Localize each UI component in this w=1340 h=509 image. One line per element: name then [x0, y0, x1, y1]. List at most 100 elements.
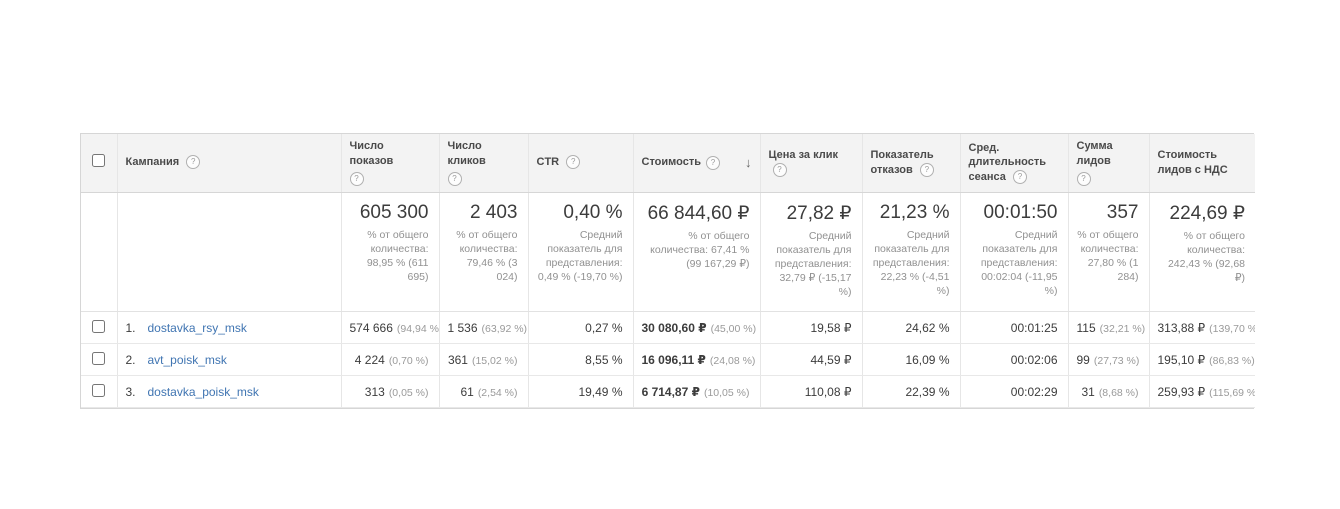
- percent-of-total: (0,05 %): [388, 386, 429, 399]
- row-index: 3.: [125, 384, 136, 399]
- row-index: 1.: [125, 320, 136, 335]
- value: 1 536: [447, 320, 478, 335]
- value: 19,49 %: [578, 384, 623, 399]
- campaign-cell: 2. avt_poisk_msk: [116, 343, 341, 377]
- header-row: Кампания ? Число показов ? Число кликов …: [81, 134, 1255, 193]
- column-label: Стоимость: [641, 156, 702, 169]
- select-all-checkbox[interactable]: [92, 153, 106, 167]
- percent-of-total: (15,02 %): [471, 354, 518, 367]
- campaign-link[interactable]: dostavka_rsy_msk: [147, 320, 247, 335]
- cost-cell: 16 096,11 ₽ (24,08 %): [632, 343, 760, 377]
- impressions-cell: 313 (0,05 %): [340, 375, 439, 409]
- percent-of-total: (10,05 %): [703, 386, 750, 399]
- campaign-cell: 3. dostavka_poisk_msk: [116, 375, 341, 409]
- value: 110,08 ₽: [804, 384, 852, 399]
- summary-ctr: 0,40 % Средний показатель для представле…: [527, 192, 633, 313]
- summary-value: 66 844,60 ₽: [647, 202, 750, 224]
- summary-lead-cost: 224,69 ₽ % от общего количества: 242,43 …: [1148, 192, 1255, 313]
- summary-subtext: Средний показатель для представления: 32…: [774, 229, 852, 299]
- column-header-leads[interactable]: Сумма лидов ?: [1067, 134, 1149, 193]
- select-all-cell: [81, 134, 117, 193]
- percent-of-total: (63,92 %): [481, 322, 528, 335]
- summary-subtext: % от общего количества: 242,43 % (92,68 …: [1167, 229, 1245, 285]
- campaign-link[interactable]: avt_poisk_msk: [147, 352, 227, 367]
- column-label: Число кликов: [447, 140, 486, 167]
- help-icon[interactable]: ?: [186, 155, 201, 170]
- help-icon[interactable]: ?: [919, 162, 934, 177]
- help-icon[interactable]: ?: [566, 155, 581, 170]
- row-checkbox-cell: [81, 311, 117, 345]
- value: 195,10 ₽: [1157, 352, 1206, 367]
- summary-cpc: 27,82 ₽ Средний показатель для представл…: [759, 192, 862, 313]
- column-header-clicks[interactable]: Число кликов ?: [438, 134, 528, 193]
- value: 00:02:06: [1010, 352, 1058, 367]
- help-icon[interactable]: ?: [772, 162, 787, 177]
- cpc-cell: 19,58 ₽: [759, 311, 862, 345]
- value: 16 096,11 ₽: [641, 352, 706, 367]
- value: 361: [447, 352, 468, 367]
- summary-value: 605 300: [359, 201, 429, 223]
- help-icon[interactable]: ?: [349, 171, 364, 186]
- table-row: 3. dostavka_poisk_msk 313 (0,05 %) 61 (2,5…: [81, 375, 1255, 409]
- clicks-cell: 361 (15,02 %): [438, 343, 528, 377]
- percent-of-total: (86,83 %): [1209, 354, 1255, 367]
- row-checkbox-cell: [81, 343, 117, 377]
- column-header-campaign[interactable]: Кампания ?: [116, 134, 341, 193]
- bounce-rate-cell: 24,62 %: [861, 311, 960, 345]
- percent-of-total: (32,21 %): [1099, 322, 1146, 335]
- ctr-cell: 8,55 %: [527, 343, 633, 377]
- percent-of-total: (45,00 %): [710, 322, 757, 335]
- summary-row: 605 300 % от общего количества: 98,95 % …: [81, 192, 1255, 313]
- summary-bounce-rate: 21,23 % Средний показатель для представл…: [861, 192, 960, 313]
- percent-of-total: (94,94 %): [396, 322, 439, 335]
- help-icon[interactable]: ?: [1076, 171, 1091, 186]
- value: 8,55 %: [585, 352, 623, 367]
- summary-value: 224,69 ₽: [1169, 202, 1245, 224]
- row-checkbox[interactable]: [92, 383, 106, 397]
- campaign-link[interactable]: dostavka_poisk_msk: [147, 384, 259, 399]
- summary-session-duration: 00:01:50 Средний показатель для представ…: [959, 192, 1068, 313]
- percent-of-total: (8,68 %): [1098, 386, 1139, 399]
- column-header-cpc[interactable]: Цена за клик ?: [759, 134, 862, 193]
- row-index: 2.: [125, 352, 136, 367]
- help-icon[interactable]: ?: [447, 171, 462, 186]
- value: 0,27 %: [585, 320, 623, 335]
- leads-cell: 31 (8,68 %): [1067, 375, 1149, 409]
- column-header-lead-cost[interactable]: Стоимость лидов с НДС: [1148, 134, 1255, 193]
- help-icon[interactable]: ?: [706, 155, 721, 170]
- column-header-ctr[interactable]: CTR ?: [527, 134, 633, 193]
- value: 313,88 ₽: [1157, 320, 1206, 335]
- column-header-cost[interactable]: Стоимость ? ↓: [632, 134, 760, 193]
- summary-subtext: % от общего количества: 98,95 % (611 695…: [366, 228, 429, 284]
- table-row: 2. avt_poisk_msk 4 224 (0,70 %) 361 (15,02…: [81, 343, 1255, 377]
- help-icon[interactable]: ?: [1012, 170, 1027, 185]
- percent-of-total: (27,73 %): [1093, 354, 1140, 367]
- campaigns-table-container: Кампания ? Число показов ? Число кликов …: [80, 133, 1255, 410]
- percent-of-total: (24,08 %): [709, 354, 756, 367]
- summary-value: 0,40 %: [563, 201, 623, 223]
- sort-descending-icon[interactable]: ↓: [745, 154, 752, 170]
- column-label: Стоимость лидов с НДС: [1157, 148, 1228, 176]
- campaigns-table: Кампания ? Число показов ? Число кликов …: [81, 134, 1255, 409]
- impressions-cell: 574 666 (94,94 %): [340, 311, 439, 345]
- bounce-rate-cell: 16,09 %: [861, 343, 960, 377]
- column-header-bounce-rate[interactable]: Показатель отказов ?: [861, 134, 960, 193]
- value: 31: [1081, 384, 1095, 399]
- value: 574 666: [349, 320, 393, 335]
- summary-subtext: % от общего количества: 79,46 % (3 024): [456, 228, 518, 284]
- value: 4 224: [354, 352, 385, 367]
- row-checkbox-cell: [81, 375, 117, 409]
- column-header-impressions[interactable]: Число показов ?: [340, 134, 439, 193]
- bounce-rate-cell: 22,39 %: [861, 375, 960, 409]
- leads-cell: 99 (27,73 %): [1067, 343, 1149, 377]
- table-header: Кампания ? Число показов ? Число кликов …: [81, 134, 1255, 193]
- column-label: Число показов: [349, 140, 394, 167]
- percent-of-total: (2,54 %): [477, 386, 518, 399]
- row-checkbox[interactable]: [92, 351, 106, 365]
- leads-cell: 115 (32,21 %): [1067, 311, 1149, 345]
- value: 6 714,87 ₽: [641, 384, 700, 399]
- value: 19,58 ₽: [810, 320, 852, 335]
- column-header-session-duration[interactable]: Сред. длительность сеанса ?: [959, 134, 1068, 193]
- percent-of-total: (0,70 %): [388, 354, 429, 367]
- row-checkbox[interactable]: [92, 319, 106, 333]
